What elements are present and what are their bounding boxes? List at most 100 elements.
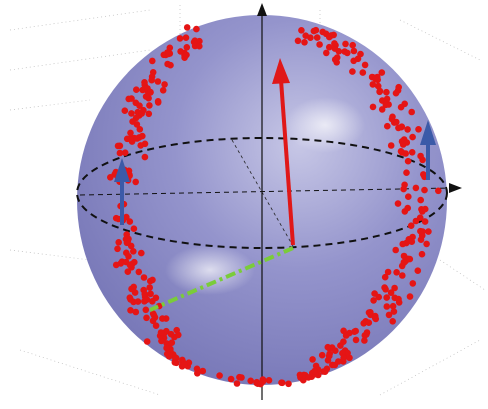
point — [384, 123, 391, 130]
point — [417, 228, 424, 235]
point — [143, 307, 150, 314]
point — [309, 356, 316, 363]
point — [134, 121, 141, 128]
point — [344, 50, 351, 57]
point — [278, 379, 285, 386]
point — [342, 41, 349, 48]
point — [417, 153, 424, 160]
point — [191, 39, 198, 46]
point — [340, 338, 347, 345]
point — [115, 143, 122, 150]
point — [393, 119, 400, 126]
point — [336, 48, 343, 55]
point — [285, 381, 292, 388]
point — [384, 303, 391, 310]
point — [146, 102, 153, 109]
point — [196, 43, 203, 50]
point — [193, 26, 200, 33]
point — [163, 345, 170, 352]
point — [409, 134, 416, 141]
point — [319, 352, 326, 359]
point — [132, 179, 139, 186]
point — [159, 315, 166, 322]
point — [361, 337, 368, 344]
point — [147, 278, 154, 285]
point — [391, 285, 398, 292]
point — [398, 148, 405, 155]
point — [117, 150, 124, 157]
point — [125, 268, 132, 275]
point — [366, 319, 373, 326]
point — [127, 218, 134, 225]
point — [130, 248, 137, 255]
point — [139, 133, 146, 140]
point — [183, 34, 190, 41]
point — [149, 298, 156, 305]
point — [332, 56, 339, 63]
point — [419, 251, 426, 258]
point — [395, 84, 402, 91]
point — [301, 39, 308, 46]
point — [376, 89, 383, 96]
point — [417, 197, 424, 204]
point — [173, 327, 180, 334]
point — [399, 123, 406, 130]
point — [420, 171, 427, 178]
point — [385, 269, 392, 276]
point — [295, 38, 302, 45]
point — [311, 368, 318, 375]
point — [322, 368, 329, 375]
point — [362, 62, 369, 69]
point — [140, 107, 147, 114]
point — [323, 50, 330, 57]
point — [169, 339, 176, 346]
point — [388, 142, 395, 149]
point — [413, 218, 420, 225]
point — [408, 109, 415, 116]
point — [375, 83, 382, 90]
point — [147, 291, 154, 298]
point — [383, 294, 390, 301]
point — [173, 360, 180, 367]
point — [425, 228, 432, 235]
point — [326, 353, 333, 360]
axis-arrowhead — [449, 183, 462, 193]
point — [257, 381, 264, 388]
point — [395, 296, 402, 303]
point — [326, 44, 333, 51]
point — [183, 52, 190, 59]
point — [392, 247, 399, 254]
point — [143, 93, 150, 100]
point — [247, 378, 254, 385]
point — [403, 169, 410, 176]
point — [136, 269, 143, 276]
point — [393, 90, 400, 97]
point — [410, 280, 417, 287]
point — [404, 126, 411, 133]
point — [228, 376, 235, 383]
bloch-sphere-figure — [0, 0, 488, 409]
axis-arrowhead — [257, 3, 267, 16]
point — [399, 241, 406, 248]
point — [177, 35, 184, 42]
point — [335, 358, 342, 365]
point — [128, 95, 135, 102]
point — [422, 206, 429, 213]
point — [389, 318, 396, 325]
point — [405, 193, 412, 200]
point — [127, 130, 134, 137]
point — [393, 269, 400, 276]
point — [355, 56, 362, 63]
point — [155, 98, 162, 105]
point — [409, 238, 416, 245]
point — [349, 42, 356, 49]
point — [298, 27, 305, 34]
point — [146, 284, 153, 291]
point — [160, 87, 167, 94]
point — [133, 309, 140, 316]
point — [349, 68, 356, 75]
point — [383, 102, 390, 109]
point — [405, 158, 412, 165]
point — [373, 76, 380, 83]
point — [234, 380, 241, 387]
